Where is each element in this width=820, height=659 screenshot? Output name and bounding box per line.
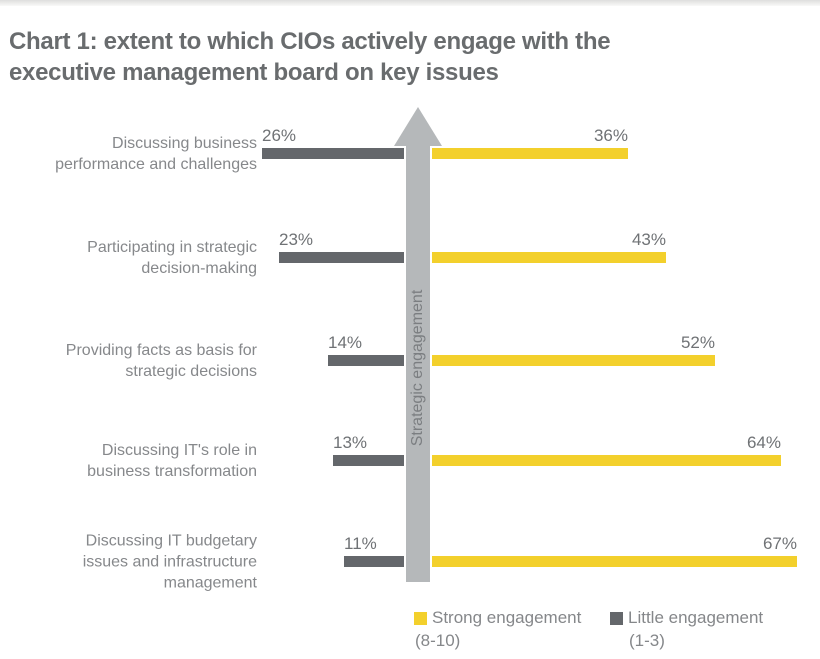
- legend-label-little: Little engagement: [628, 608, 764, 627]
- strong-engagement-value: 36%: [593, 126, 628, 145]
- strong-engagement-value: 43%: [631, 230, 666, 249]
- strategic-engagement-arrow-head-icon: [394, 107, 442, 146]
- little-engagement-bar: [262, 148, 404, 159]
- little-engagement-value: 11%: [344, 534, 377, 553]
- little-engagement-bar: [344, 556, 404, 567]
- category-label: Discussing business performance and chal…: [55, 135, 257, 173]
- chart-title: Chart 1: extent to which CIOs actively e…: [9, 26, 611, 88]
- legend-item-little-engagement: Little engagement (1-3): [610, 608, 763, 651]
- legend-label-strong: Strong engagement: [432, 608, 582, 627]
- strong-engagement-bar: [432, 148, 628, 159]
- chart-title-line-1: Chart 1: extent to which CIOs actively e…: [9, 28, 611, 55]
- little-engagement-value: 13%: [333, 433, 368, 452]
- little-engagement-value: 14%: [328, 333, 363, 352]
- chart-title-line-2: executive management board on key issues: [9, 59, 499, 86]
- strong-engagement-bar: [432, 455, 781, 466]
- scan-artifact-top-edge: [0, 0, 820, 6]
- category-label: Discussing IT's role in business transfo…: [87, 442, 257, 480]
- category-label: Participating in strategic decision-maki…: [87, 239, 257, 277]
- strong-engagement-bar: [432, 252, 666, 263]
- strong-engagement-value: 64%: [746, 433, 781, 452]
- strategic-engagement-arrow-shaft: [406, 144, 430, 582]
- strong-engagement-value: 52%: [680, 333, 715, 352]
- legend-range-strong: (8-10): [415, 631, 461, 650]
- little-engagement-value: 26%: [262, 126, 297, 145]
- little-engagement-bar: [333, 455, 404, 466]
- strong-engagement-bar: [432, 355, 715, 366]
- axis-label-strategic-engagement: Strategic engagement: [409, 289, 426, 447]
- little-engagement-value: 23%: [279, 230, 314, 249]
- little-engagement-bar: [279, 252, 404, 263]
- category-label: Providing facts as basis for strategic d…: [65, 342, 257, 380]
- legend-range-little: (1-3): [629, 631, 665, 650]
- strong-engagement-value: 67%: [762, 534, 797, 553]
- legend-swatch-little-icon: [610, 611, 623, 625]
- strong-engagement-bar: [432, 556, 797, 567]
- legend-swatch-strong-icon: [414, 611, 427, 625]
- little-engagement-bar: [328, 355, 404, 366]
- legend-item-strong-engagement: Strong engagement (8-10): [414, 608, 581, 651]
- category-label: Discussing IT budgetary issues and infra…: [82, 532, 257, 592]
